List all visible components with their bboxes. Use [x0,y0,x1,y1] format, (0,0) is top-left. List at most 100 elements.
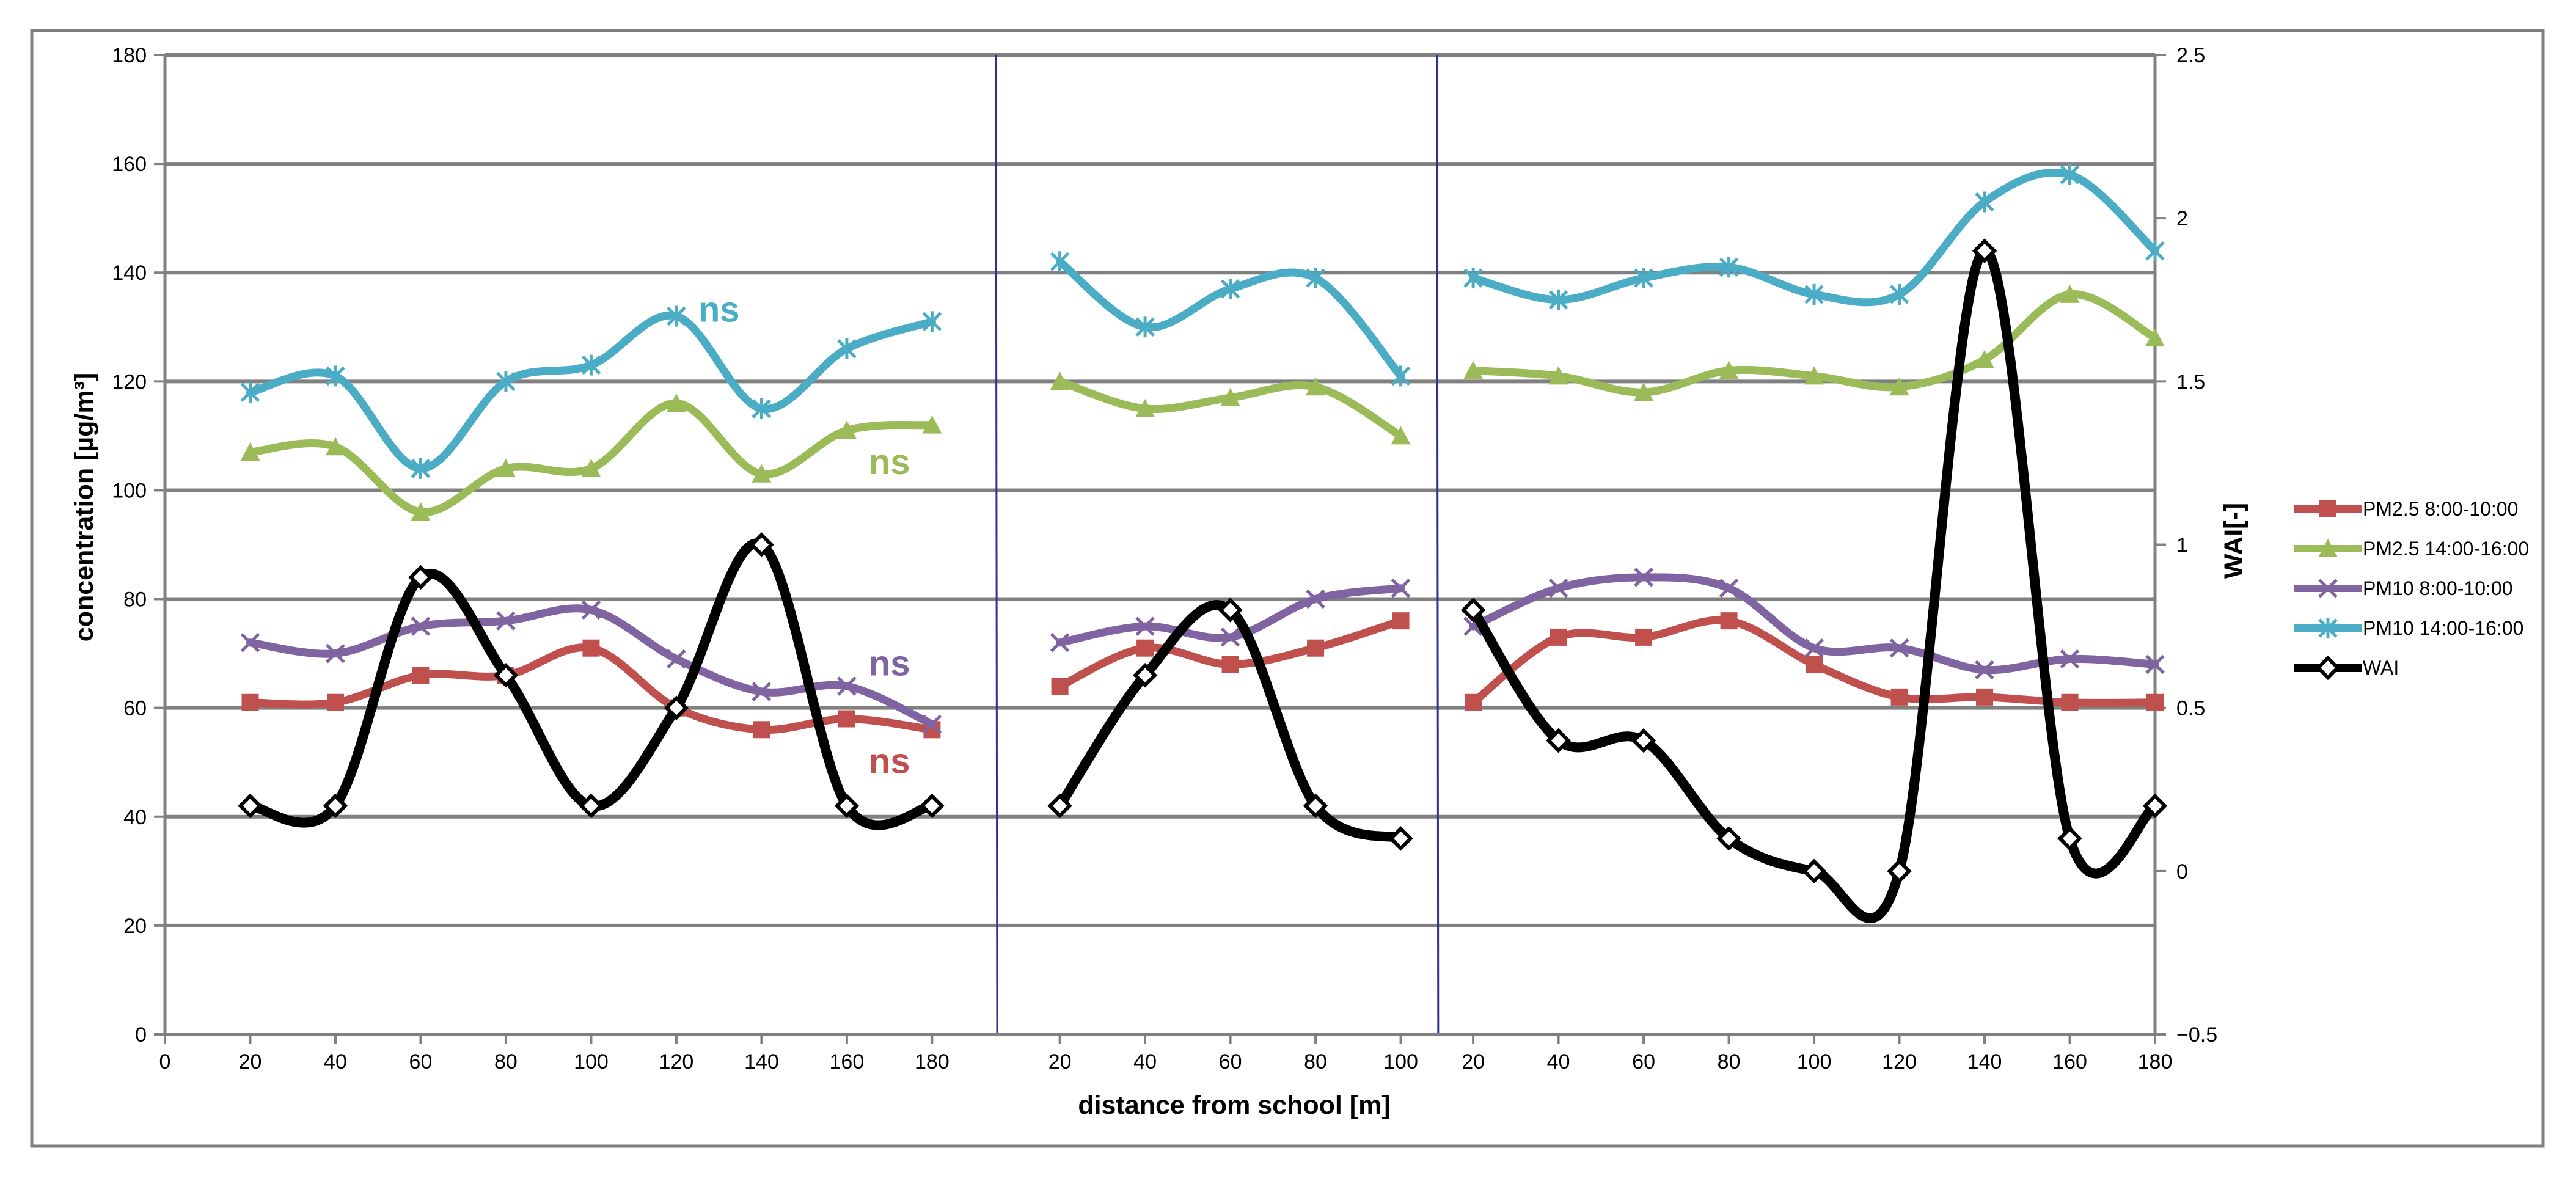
data-point [323,793,348,819]
data-point [1719,578,1739,598]
data-point [493,662,519,688]
data-point [1801,858,1827,884]
data-point [1634,268,1653,289]
legend-label: PM10 8:00-10:00 [2363,577,2513,599]
y-right-tick-label: 2 [2176,207,2188,230]
annotation-layer: ns ns ns ns [698,290,910,781]
x-tick-label: 40 [1133,1050,1157,1073]
legend-entry: PM2.5 8:00-10:00 [2294,498,2518,520]
ns-annotation: ns [869,643,910,683]
x-tick-label: 140 [1967,1050,2002,1073]
data-point [1391,365,1411,387]
data-point [753,721,770,739]
legend-marker [2318,579,2338,598]
data-point [1719,360,1739,379]
data-point [241,693,259,711]
data-point [752,682,772,701]
y-right-tick-label: 0.5 [2176,697,2205,720]
data-point [1546,728,1571,753]
data-point [1463,268,1483,289]
data-point [1220,388,1240,407]
y-right-tick-label: 2.5 [2176,44,2205,67]
data-point [1051,678,1069,695]
data-point [581,458,601,477]
data-point [1548,289,1568,310]
data-point [1391,426,1411,445]
data-point [240,633,260,653]
data-point [1889,377,1909,396]
axes-layer: 020406080100120140160180−0.500.511.522.5… [112,44,2217,1073]
data-point [2145,654,2165,675]
x-tick-label: 140 [744,1050,779,1073]
data-point [240,382,260,403]
x-tick-label: 60 [1219,1050,1242,1073]
data-point [1804,283,1824,305]
data-point [411,458,431,479]
x-tick-label: 100 [574,1050,609,1073]
x-tick-label: 160 [2052,1050,2087,1073]
data-point [2061,693,2079,711]
data-point [2060,649,2080,669]
data-point [667,305,686,327]
x-tick-label: 100 [1383,1050,1418,1073]
data-point [1465,693,1482,711]
data-point [2146,693,2164,711]
data-point [920,793,945,819]
x-axis-label: distance from school [m] [1078,1091,1390,1120]
y-right-tick-label: −0.5 [2176,1023,2217,1047]
data-point [326,365,345,387]
data-point [1804,638,1824,658]
data-point [1135,316,1155,338]
y-tick-label: 20 [123,915,147,938]
data-point [1135,398,1155,417]
legend-entry: PM10 8:00-10:00 [2294,577,2513,599]
data-point [834,793,860,819]
data-point [496,371,516,392]
data-point [1806,656,1823,673]
segment-separator [995,54,998,1035]
data-point [752,464,772,483]
x-tick-label: 20 [239,1050,262,1073]
legend-entry: PM2.5 14:00-16:00 [2294,538,2529,560]
x-tick-label: 20 [1462,1050,1485,1073]
data-point [1972,238,1997,263]
legend-layer: PM2.5 8:00-10:00 PM2.5 14:00-16:00 PM10 8:… [2294,498,2529,681]
data-point [666,393,686,412]
y-right-tick-label: 1.5 [2176,370,2205,393]
legend-label: PM10 14:00-16:00 [2363,617,2523,639]
data-point [1720,612,1738,630]
x-tick-label: 60 [409,1050,433,1073]
y-right-tick-label: 1 [2176,534,2188,557]
x-tick-label: 100 [1797,1050,1832,1073]
data-point [240,442,260,461]
y-tick-label: 120 [112,370,147,393]
data-point [1135,616,1155,636]
legend-marker [2318,539,2338,557]
data-point [2057,826,2082,851]
data-point [2145,328,2165,347]
y-tick-label: 40 [123,806,147,829]
data-point [1220,278,1240,299]
data-point [1306,377,1326,396]
data-point [664,695,689,720]
data-point [581,600,601,620]
legend-entry: WAI [2294,655,2399,681]
x-tick-label: 180 [915,1050,950,1073]
data-point [1218,598,1243,623]
legend-marker [2319,500,2336,517]
y-axis-label-right: WAI[-] [2219,503,2249,579]
data-point [1388,826,1413,851]
y-tick-label: 140 [112,261,147,285]
data-point [1889,283,1909,305]
legend-label: PM2.5 14:00-16:00 [2363,538,2529,560]
series-line-pm10-14-00-16-00 [1469,168,2159,307]
data-point [922,415,942,434]
data-point [1719,257,1739,278]
x-tick-label: 60 [1632,1050,1655,1073]
data-point [1132,662,1158,688]
data-point [1716,826,1741,851]
data-point [837,338,857,359]
data-point [749,532,774,557]
ns-annotation: ns [869,742,910,781]
